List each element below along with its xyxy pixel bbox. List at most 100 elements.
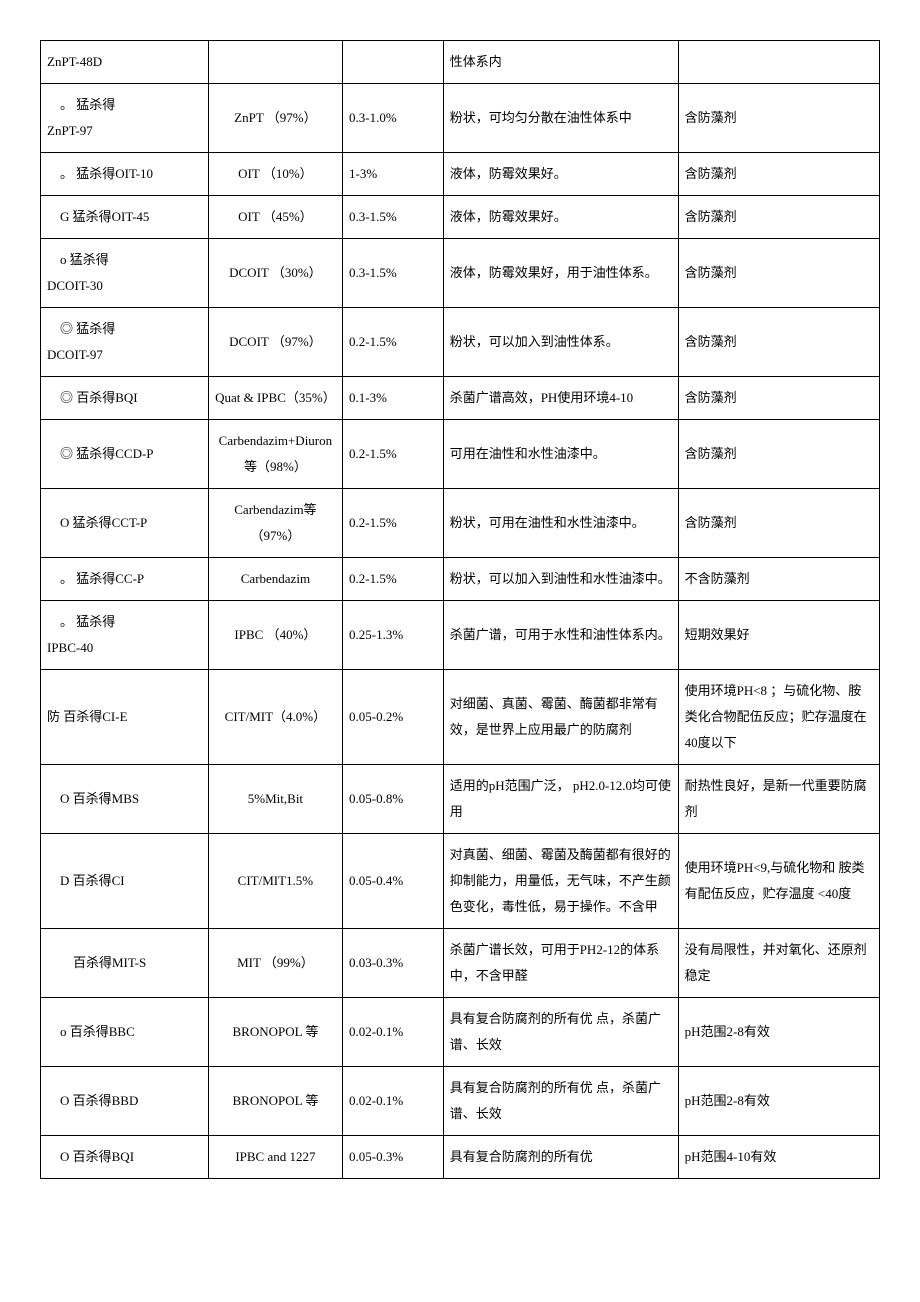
cell-description: 粉状，可以加入到油性体系。 (443, 308, 678, 377)
cell-description: 适用的pH范围广泛， pH2.0-12.0均可使用 (443, 765, 678, 834)
cell-note: pH范围2-8有效 (678, 998, 879, 1067)
cell-note: 含防藻剂 (678, 153, 879, 196)
cell-dosage: 0.05-0.2% (343, 670, 444, 765)
cell-ingredient: DCOIT （30%） (208, 239, 342, 308)
cell-name: O 百杀得BQI (41, 1136, 209, 1179)
table-row: O 百杀得MBS5%Mit,Bit0.05-0.8%适用的pH范围广泛， pH2… (41, 765, 880, 834)
cell-name: 。 猛杀得ZnPT-97 (41, 84, 209, 153)
table-row: O 百杀得BBDBRONOPOL 等0.02-0.1%具有复合防腐剂的所有优 点… (41, 1067, 880, 1136)
product-table: ZnPT-48D性体系内 。 猛杀得ZnPT-97ZnPT （97%）0.3-1… (40, 40, 880, 1179)
cell-dosage: 0.2-1.5% (343, 558, 444, 601)
cell-dosage: 0.02-0.1% (343, 998, 444, 1067)
cell-name: ◎ 猛杀得DCOIT-97 (41, 308, 209, 377)
cell-ingredient: OIT （45%） (208, 196, 342, 239)
cell-dosage: 0.02-0.1% (343, 1067, 444, 1136)
table-row: ◎ 猛杀得DCOIT-97DCOIT （97%）0.2-1.5%粉状，可以加入到… (41, 308, 880, 377)
cell-note: 没有局限性，并对氧化、还原剂稳定 (678, 929, 879, 998)
cell-name: ◎ 百杀得BQI (41, 377, 209, 420)
cell-description: 具有复合防腐剂的所有优 点，杀菌广谱、长效 (443, 998, 678, 1067)
cell-name: O 猛杀得CCT-P (41, 489, 209, 558)
cell-dosage (343, 41, 444, 84)
cell-description: 杀菌广谱，可用于水性和油性体系内。 (443, 601, 678, 670)
cell-name: 百杀得MIT-S (41, 929, 209, 998)
cell-name: 。 猛杀得OIT-10 (41, 153, 209, 196)
cell-description: 对真菌、细菌、霉菌及酶菌都有很好的抑制能力，用量低，无气味，不产生颜色变化，毒性… (443, 834, 678, 929)
cell-description: 可用在油性和水性油漆中。 (443, 420, 678, 489)
table-row: ◎ 百杀得BQIQuat & IPBC（35%） 0.1-3%杀菌广谱高效，PH… (41, 377, 880, 420)
table-row: o 猛杀得DCOIT-30DCOIT （30%）0.3-1.5%液体，防霉效果好… (41, 239, 880, 308)
cell-dosage: 1-3% (343, 153, 444, 196)
cell-dosage: 0.05-0.4% (343, 834, 444, 929)
cell-dosage: 0.2-1.5% (343, 489, 444, 558)
cell-name: 防 百杀得CI-E (41, 670, 209, 765)
cell-dosage: 0.3-1.5% (343, 239, 444, 308)
cell-description: 粉状，可以加入到油性和水性油漆中。 (443, 558, 678, 601)
cell-note: 含防藻剂 (678, 239, 879, 308)
cell-ingredient: IPBC and 1227 (208, 1136, 342, 1179)
cell-ingredient: BRONOPOL 等 (208, 998, 342, 1067)
table-row: 。 猛杀得IPBC-40IPBC （40%）0.25-1.3%杀菌广谱，可用于水… (41, 601, 880, 670)
cell-note: pH范围2-8有效 (678, 1067, 879, 1136)
table-row: 。 猛杀得OIT-10OIT （10%） 1-3%液体，防霉效果好。含防藻剂 (41, 153, 880, 196)
cell-ingredient (208, 41, 342, 84)
cell-name: ◎ 猛杀得CCD-P (41, 420, 209, 489)
cell-dosage: 0.2-1.5% (343, 420, 444, 489)
cell-name: G 猛杀得OIT-45 (41, 196, 209, 239)
cell-note: 含防藻剂 (678, 196, 879, 239)
cell-ingredient: ZnPT （97%） (208, 84, 342, 153)
cell-ingredient: OIT （10%） (208, 153, 342, 196)
table-row: 防 百杀得CI-ECIT/MIT（4.0%）0.05-0.2%对细菌、真菌、霉菌… (41, 670, 880, 765)
cell-dosage: 0.25-1.3% (343, 601, 444, 670)
cell-description: 性体系内 (443, 41, 678, 84)
cell-name: 。 猛杀得CC-P (41, 558, 209, 601)
cell-dosage: 0.3-1.0% (343, 84, 444, 153)
cell-description: 液体，防霉效果好。 (443, 196, 678, 239)
table-row: D 百杀得CICIT/MIT1.5%0.05-0.4%对真菌、细菌、霉菌及酶菌都… (41, 834, 880, 929)
cell-note: 含防藻剂 (678, 84, 879, 153)
cell-dosage: 0.1-3% (343, 377, 444, 420)
cell-note: 短期效果好 (678, 601, 879, 670)
cell-name: ZnPT-48D (41, 41, 209, 84)
cell-dosage: 0.2-1.5% (343, 308, 444, 377)
cell-note: 使用环境PH<9,与硫化物和 胺类有配伍反应，贮存温度 <40度 (678, 834, 879, 929)
table-row: O 百杀得BQIIPBC and 12270.05-0.3%具有复合防腐剂的所有… (41, 1136, 880, 1179)
cell-description: 液体，防霉效果好，用于油性体系。 (443, 239, 678, 308)
cell-ingredient: Carbendazim (208, 558, 342, 601)
cell-description: 粉状，可用在油性和水性油漆中。 (443, 489, 678, 558)
cell-dosage: 0.3-1.5% (343, 196, 444, 239)
cell-ingredient: Carbendazim等（97%） (208, 489, 342, 558)
cell-note: 含防藻剂 (678, 377, 879, 420)
cell-ingredient: Carbendazim+Diuron 等（98%） (208, 420, 342, 489)
cell-description: 液体，防霉效果好。 (443, 153, 678, 196)
cell-description: 杀菌广谱长效，可用于PH2-12的体系中，不含甲醛 (443, 929, 678, 998)
cell-note: 耐热性良好，是新一代重要防腐剂 (678, 765, 879, 834)
cell-ingredient: IPBC （40%） (208, 601, 342, 670)
cell-note: pH范围4-10有效 (678, 1136, 879, 1179)
cell-ingredient: CIT/MIT1.5% (208, 834, 342, 929)
cell-description: 具有复合防腐剂的所有优 (443, 1136, 678, 1179)
cell-description: 对细菌、真菌、霉菌、酶菌都非常有效，是世界上应用最广的防腐剂 (443, 670, 678, 765)
cell-description: 粉状，可均匀分散在油性体系中 (443, 84, 678, 153)
cell-description: 具有复合防腐剂的所有优 点，杀菌广谱、长效 (443, 1067, 678, 1136)
cell-name: o 猛杀得DCOIT-30 (41, 239, 209, 308)
table-row: o 百杀得BBCBRONOPOL 等0.02-0.1%具有复合防腐剂的所有优 点… (41, 998, 880, 1067)
cell-name: o 百杀得BBC (41, 998, 209, 1067)
table-row: ZnPT-48D 性体系内 (41, 41, 880, 84)
cell-ingredient: CIT/MIT（4.0%） (208, 670, 342, 765)
cell-note (678, 41, 879, 84)
cell-ingredient: MIT （99%） (208, 929, 342, 998)
table-row: 。 猛杀得CC-PCarbendazim0.2-1.5%粉状，可以加入到油性和水… (41, 558, 880, 601)
cell-note: 使用环境PH<8 ；与硫化物、胺类化合物配伍反应；贮存温度在40度以下 (678, 670, 879, 765)
cell-dosage: 0.05-0.8% (343, 765, 444, 834)
table-row: G 猛杀得OIT-45OIT （45%）0.3-1.5%液体，防霉效果好。含防藻… (41, 196, 880, 239)
cell-note: 含防藻剂 (678, 420, 879, 489)
cell-dosage: 0.05-0.3% (343, 1136, 444, 1179)
cell-note: 含防藻剂 (678, 489, 879, 558)
cell-name: O 百杀得BBD (41, 1067, 209, 1136)
cell-dosage: 0.03-0.3% (343, 929, 444, 998)
cell-ingredient: BRONOPOL 等 (208, 1067, 342, 1136)
table-row: 。 猛杀得ZnPT-97ZnPT （97%）0.3-1.0%粉状，可均匀分散在油… (41, 84, 880, 153)
table-row: O 猛杀得CCT-PCarbendazim等（97%）0.2-1.5%粉状，可用… (41, 489, 880, 558)
cell-ingredient: Quat & IPBC（35%） (208, 377, 342, 420)
cell-note: 不含防藻剂 (678, 558, 879, 601)
